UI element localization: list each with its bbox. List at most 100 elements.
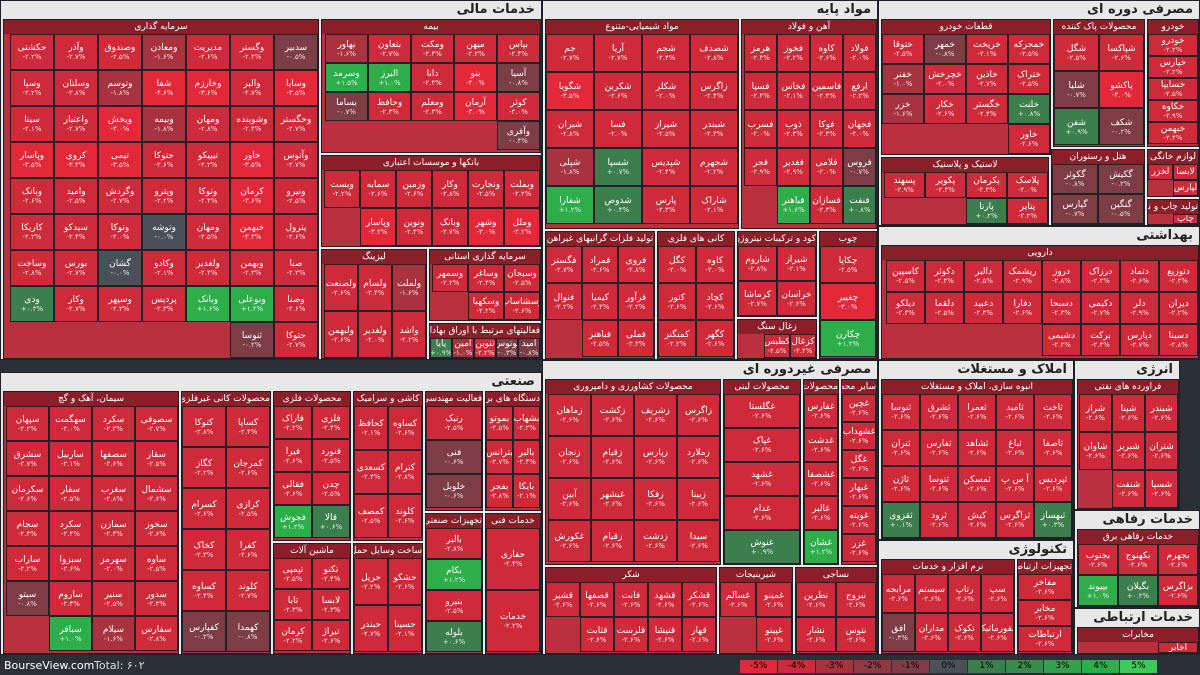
ticker-cell[interactable]: بپاس -۲.۴% (497, 34, 540, 63)
ticker-cell[interactable]: مخابر -۲.۶% (1018, 600, 1072, 626)
ticker-cell[interactable]: ثشاهد -۲.۶% (958, 430, 996, 466)
ticker-cell[interactable]: ثاصفا -۲.۶% (1034, 430, 1072, 466)
ticker-cell[interactable]: سصوفی -۲.۷% (135, 406, 178, 441)
ticker-cell[interactable]: حتوکا -۲.۷% (274, 322, 318, 358)
ticker-cell[interactable]: شلیا -۰.۷% (1054, 71, 1099, 108)
ticker-cell[interactable]: دفارا -۲.۶% (1003, 292, 1042, 324)
ticker-cell[interactable]: سپهان -۲.۲% (6, 406, 49, 441)
ticker-cell[interactable]: شیران -۲.۸% (546, 110, 594, 148)
ticker-cell[interactable]: شبندر -۲.۶% (1145, 394, 1178, 432)
ticker-cell[interactable]: غچین -۲.۶% (842, 394, 876, 422)
ticker-cell[interactable]: وبست -۲.۲% (324, 170, 360, 208)
ticker-cell[interactable]: شجم -۲.۴% (642, 34, 690, 72)
ticker-cell[interactable]: بگیلان +۰.۲% (1118, 575, 1158, 606)
ticker-cell[interactable]: فنی -۰.۶% (426, 440, 482, 474)
ticker-cell[interactable]: چکارن +۱.۲% (820, 320, 876, 357)
ticker-cell[interactable]: ولصنعت -۲.۶% (324, 264, 358, 311)
ticker-cell[interactable]: وشوینده -۲.۴% (230, 106, 274, 142)
ticker-cell[interactable]: شپنا -۲.۶% (1112, 394, 1145, 432)
ticker-cell[interactable]: تکوک -۲.۶% (948, 613, 981, 652)
ticker-cell[interactable]: واشد -۲.۲% (392, 311, 426, 358)
ticker-cell[interactable]: سمازن -۲.۳% (92, 511, 135, 546)
ticker-cell[interactable]: زقیام -۲.۶% (591, 436, 634, 478)
ticker-cell[interactable]: شیراز -۲.۵% (642, 110, 690, 148)
ticker-cell[interactable]: حشکو -۲.۶% (388, 558, 422, 605)
ticker-cell[interactable]: پترول -۲.۶% (274, 214, 318, 250)
ticker-cell[interactable]: ونوین -۲.۴% (396, 208, 432, 246)
brand-label[interactable]: BourseView.com (4, 659, 95, 672)
ticker-cell[interactable]: تیپیکو -۲.۳% (186, 142, 230, 178)
ticker-cell[interactable]: شکربن -۲.۶% (594, 72, 642, 110)
ticker-cell[interactable]: دانا -۲.۴% (411, 63, 454, 92)
ticker-cell[interactable]: سیتا -۲.۱% (10, 106, 54, 142)
ticker-cell[interactable]: سمایه -۲.۶% (360, 170, 396, 208)
ticker-cell[interactable]: نشار -۲.۶% (796, 617, 836, 652)
ticker-cell[interactable]: میهن -۲.۲% (454, 34, 497, 63)
ticker-cell[interactable]: زپارس -۲.۶% (634, 436, 677, 478)
ticker-cell[interactable]: شپلی -۱.۸% (546, 148, 594, 186)
ticker-cell[interactable]: دروز -۲.۸% (1042, 260, 1081, 292)
ticker-cell[interactable]: وملل -۳.۲% (504, 208, 540, 246)
ticker-cell[interactable]: فغدیر -۲.۹% (777, 148, 810, 186)
ticker-cell[interactable]: زکشت -۲.۶% (591, 394, 634, 436)
ticker-cell[interactable]: ثتوسا -۲.۶% (920, 466, 958, 502)
ticker-cell[interactable]: ارفع -۲.۲% (843, 72, 876, 110)
ticker-cell[interactable]: لابسا-۲.۴% (1173, 164, 1198, 180)
ticker-cell[interactable]: بورس -۲.۷% (54, 250, 98, 286)
ticker-cell[interactable]: خراسان -۲.۶% (777, 281, 816, 316)
ticker-cell[interactable]: سیدکو -۲.۴% (54, 214, 98, 250)
ticker-cell[interactable]: سشمال -۲.۶% (135, 476, 178, 511)
ticker-cell[interactable]: وآذر -۲.۷% (54, 34, 98, 70)
ticker-cell[interactable]: سقار -۲.۵% (135, 441, 178, 476)
ticker-cell[interactable]: شیراز -۲.۱% (777, 246, 816, 281)
ticker-cell[interactable]: ارتباطات -۲.۶% (1018, 626, 1072, 652)
ticker-cell[interactable]: تیمی -۳.۵% (98, 142, 142, 178)
ticker-cell[interactable]: بترانس -۲.۷% (486, 440, 513, 474)
ticker-cell[interactable]: شسپا +۰.۷% (594, 148, 642, 186)
ticker-cell[interactable]: برکت -۲.۴% (1081, 324, 1120, 356)
ticker-cell[interactable]: لخزر-۲.۲% (1148, 164, 1173, 180)
ticker-cell[interactable]: کگهر -۲.۶% (696, 320, 734, 357)
ticker-cell[interactable]: فملی -۲.۳% (618, 320, 654, 357)
ticker-cell[interactable]: وصنا -۲.۶% (274, 286, 318, 322)
ticker-cell[interactable]: ریشمک -۲.۹% (1003, 260, 1042, 292)
ticker-cell[interactable]: شفارا +۱.۲% (546, 186, 594, 224)
ticker-cell[interactable]: کسعدی -۲.۴% (354, 450, 388, 494)
ticker-cell[interactable]: سغرب -۲.۸% (92, 476, 135, 511)
ticker-cell[interactable]: درزاک -۲.۲% (1081, 260, 1120, 292)
ticker-cell[interactable]: پارس -۲.۳% (642, 186, 690, 224)
ticker-cell[interactable]: فوکا -۲.۳% (810, 110, 843, 148)
ticker-cell[interactable]: ثزاگرس -۲.۶% (996, 502, 1034, 538)
ticker-cell[interactable]: غگلستا -۲.۶% (724, 394, 800, 428)
ticker-cell[interactable]: وپاسار -۳.۵% (10, 142, 54, 178)
ticker-cell[interactable]: لابسا -۲.۳% (312, 589, 350, 620)
ticker-cell[interactable]: بنیرو -۲.۵% (426, 590, 482, 621)
ticker-cell[interactable]: ساراب -۲.۲% (6, 546, 49, 581)
ticker-cell[interactable]: قهار -۲.۶% (682, 617, 716, 652)
ticker-cell[interactable]: کرازی -۲.۵% (226, 488, 270, 529)
ticker-cell[interactable]: تپمپی -۲.۵% (274, 558, 312, 589)
ticker-cell[interactable]: بپیوند +۱.۰% (1078, 575, 1118, 606)
ticker-cell[interactable]: ولسام -۲.۴% (358, 264, 392, 311)
ticker-cell[interactable]: حتوکا -۲.۶% (142, 142, 186, 178)
ticker-cell[interactable]: شتران -۲.۶% (1145, 432, 1178, 470)
ticker-cell[interactable]: غپاک -۲.۶% (724, 428, 800, 462)
ticker-cell[interactable]: کیمیا -۲.۴% (582, 283, 618, 320)
ticker-cell[interactable]: چفیبر -۳.۰% (820, 283, 876, 320)
ticker-cell[interactable]: ونجارت -۲.۵% (468, 170, 504, 208)
ticker-cell[interactable]: فلامی -۲.۰% (810, 148, 843, 186)
ticker-cell[interactable]: حفاری -۲.۴% (486, 528, 540, 590)
ticker-cell[interactable]: فروس -۰.۷% (843, 148, 876, 186)
ticker-cell[interactable]: دلقما -۲.۵% (925, 292, 964, 324)
ticker-cell[interactable]: خاذین -۲.۷% (966, 64, 1008, 94)
ticker-cell[interactable]: غشهداب -۲.۶% (842, 422, 876, 450)
ticker-cell[interactable]: بکام +۱.۲% (426, 559, 482, 590)
ticker-cell[interactable]: شگل -۲.۵% (1054, 34, 1099, 71)
ticker-cell[interactable]: ثبهساز +۰.۳% (1034, 502, 1072, 538)
ticker-cell[interactable]: قالا +۰.۶% (312, 505, 350, 538)
ticker-cell[interactable]: ثاژن -۲.۶% (882, 466, 920, 502)
ticker-cell[interactable]: سشرق -۲.۷% (6, 441, 49, 476)
ticker-cell[interactable]: سکرد -۲.۲% (92, 406, 135, 441)
ticker-cell[interactable]: وخگستر -۲.۷% (274, 106, 318, 142)
ticker-cell[interactable]: غگل -۲.۶% (842, 450, 876, 478)
